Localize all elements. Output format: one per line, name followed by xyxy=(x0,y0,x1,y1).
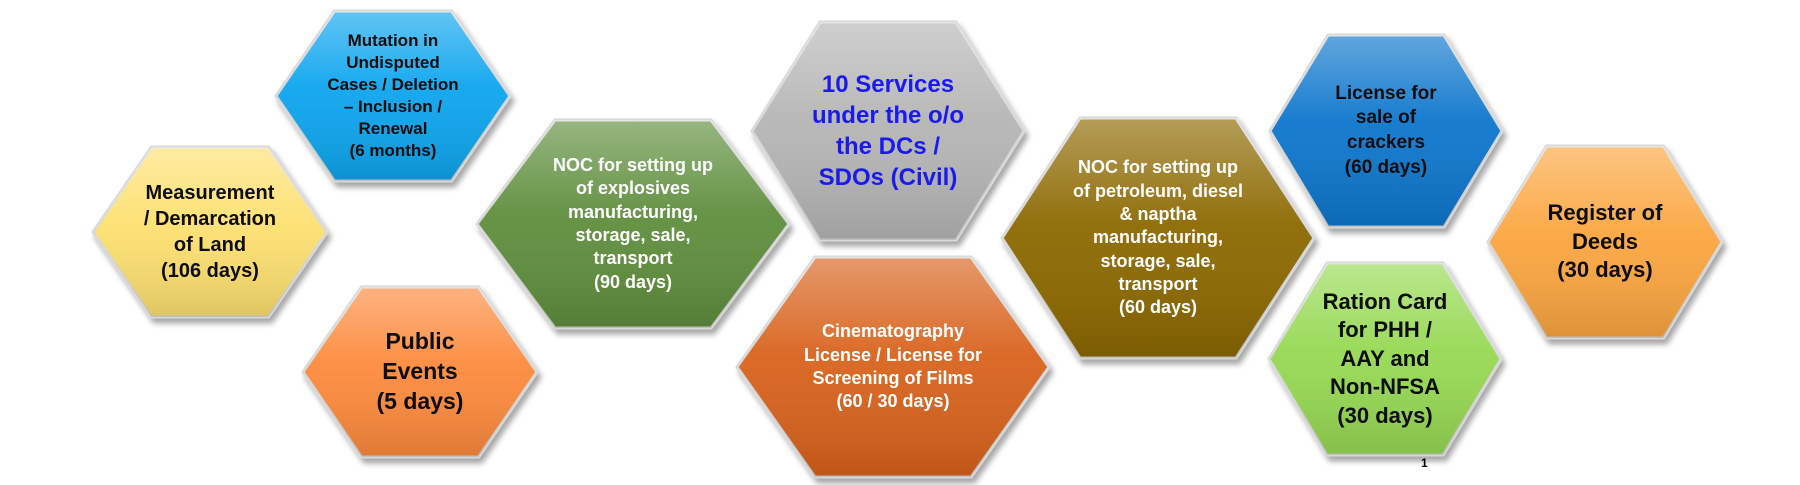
hexagon-crackers xyxy=(1268,33,1504,229)
hexagon-public-events xyxy=(301,285,539,459)
hexagon-label-crackers: License for sale of crackers (60 days) xyxy=(1335,82,1437,178)
hexagon-gloss xyxy=(1270,35,1502,227)
hexagon-label-noc-petroleum: NOC for setting up of petroleum, diesel … xyxy=(1072,157,1244,318)
hexagon-cinematography xyxy=(735,255,1051,479)
hexagon-label-register-deeds: Register of Deeds (30 days) xyxy=(1547,200,1663,283)
hexagon-register-deeds xyxy=(1486,144,1724,340)
hexagon-ten-services xyxy=(750,20,1026,242)
hexagon-gloss xyxy=(477,120,789,328)
hexagon-gloss xyxy=(303,287,537,457)
hexagon-label-public-events: Public Events (5 days) xyxy=(376,328,464,414)
hexagon-label-mutation: Mutation in Undisputed Cases / Deletion … xyxy=(327,30,459,161)
hexagon-noc-petroleum xyxy=(1000,116,1316,360)
hexagon-label-ten-services: 10 Services under the o/o the DCs / SDOs… xyxy=(811,70,964,192)
hexagon-label-ration-card: Ration Card for PHH / AAY and Non-NFSA (… xyxy=(1322,288,1448,428)
hexagon-gloss xyxy=(737,257,1049,477)
hexagon-gloss xyxy=(1269,263,1501,455)
hexagon-ration-card xyxy=(1267,261,1503,457)
hexagon-gloss xyxy=(752,22,1024,240)
page-number: 1 xyxy=(1421,456,1428,470)
hexagon-noc-explosives xyxy=(475,118,791,330)
hexagon-gloss xyxy=(93,147,327,317)
hexagon-label-noc-explosives: NOC for setting up of explosives manufac… xyxy=(552,154,713,292)
hexagon-gloss xyxy=(1488,146,1722,338)
hexagon-label-measurement: Measurement / Demarcation of Land (106 d… xyxy=(143,182,277,282)
hexagon-label-cinematography: Cinematography License / License for Scr… xyxy=(803,321,983,412)
hexagon-measurement xyxy=(91,145,329,319)
hexagon-gloss xyxy=(1002,118,1314,358)
hexagon-mutation xyxy=(274,9,512,183)
hexagon-gloss xyxy=(276,11,510,181)
